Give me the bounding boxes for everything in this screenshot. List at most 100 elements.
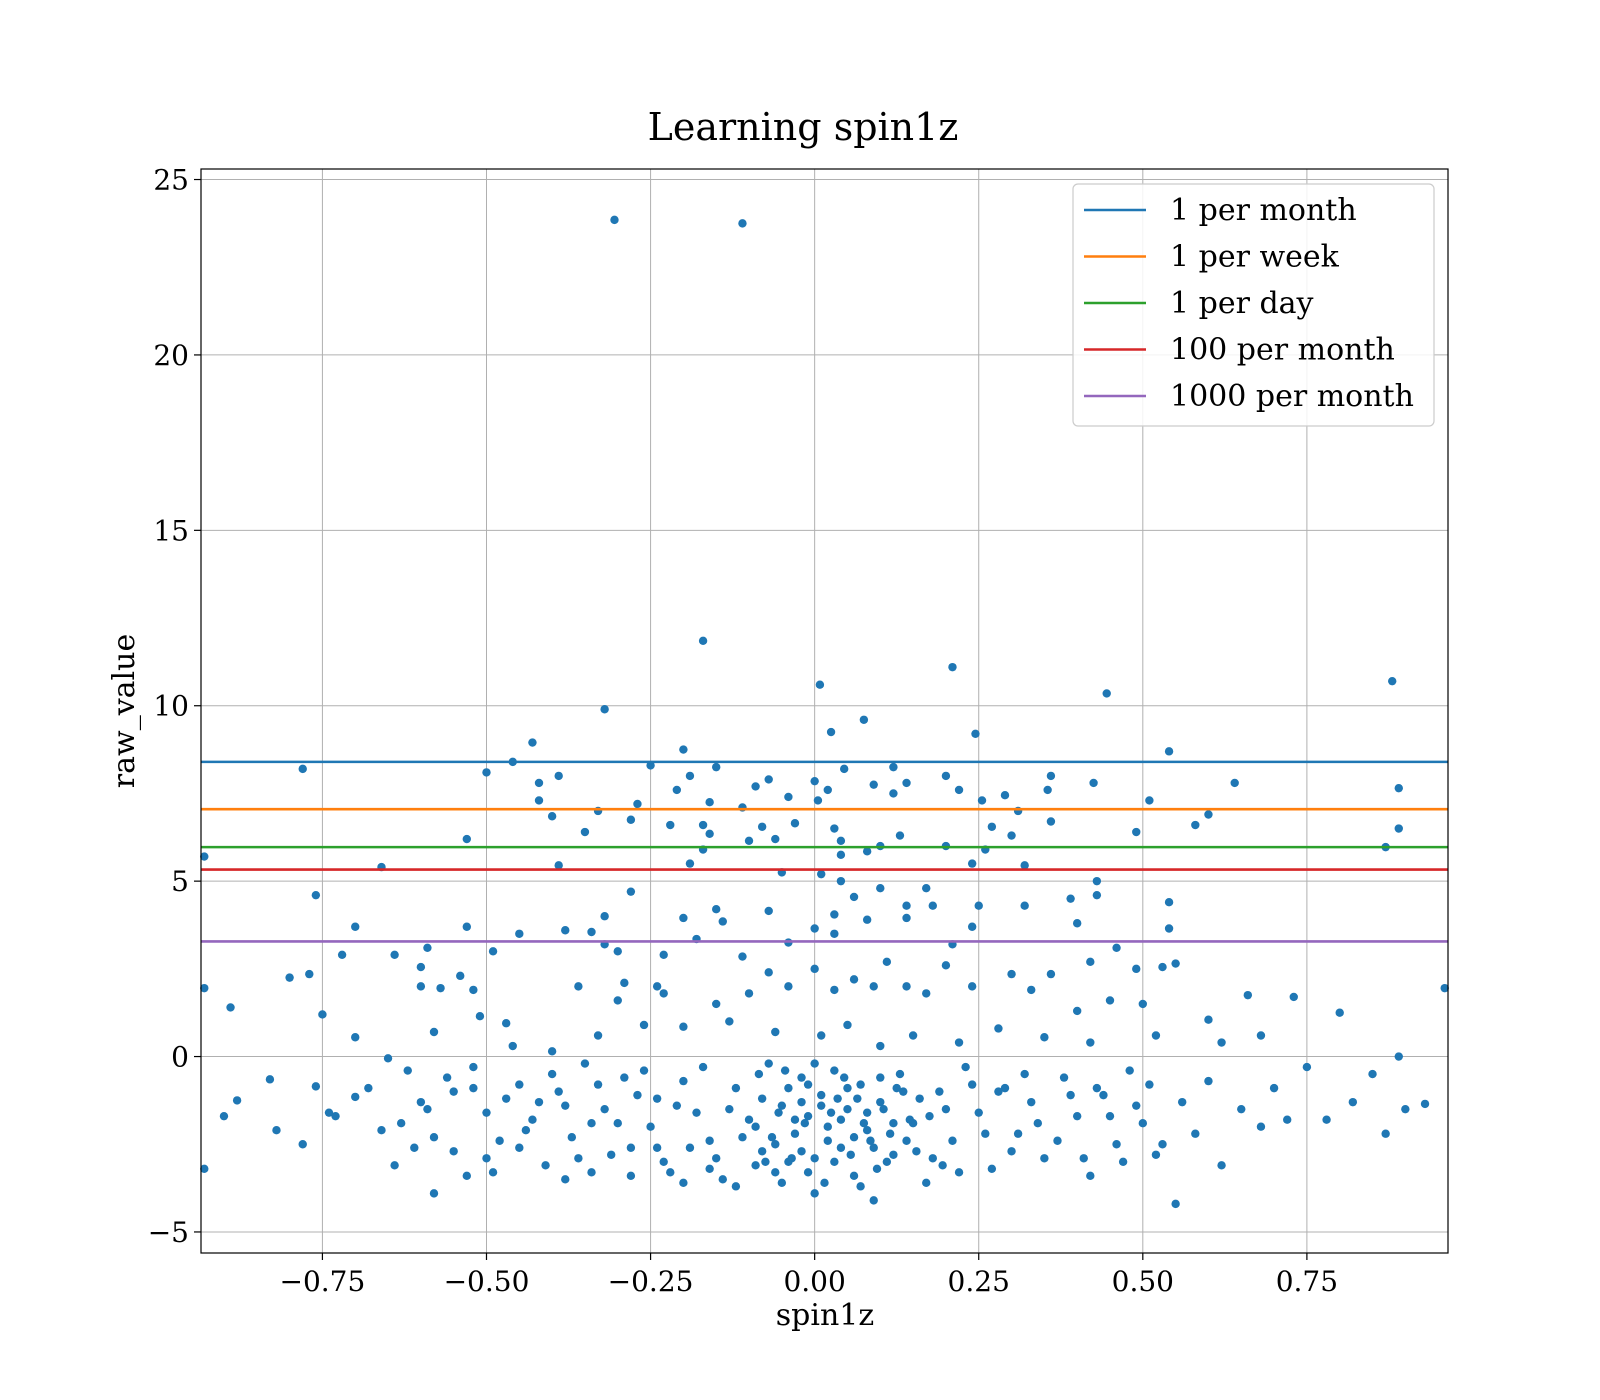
- scatter-point: [836, 1115, 846, 1124]
- scatter-point: [1440, 983, 1449, 993]
- scatter-point: [1243, 990, 1253, 1000]
- scatter-point: [813, 796, 823, 805]
- scatter-point: [869, 1143, 878, 1152]
- scatter-point: [574, 982, 583, 991]
- scatter-point: [889, 789, 898, 798]
- scatter-point: [899, 1087, 908, 1096]
- scatter-point: [580, 1059, 590, 1068]
- scatter-point: [600, 912, 609, 921]
- scatter-point: [876, 1073, 885, 1082]
- scatter-point: [685, 1143, 695, 1152]
- scatter-point: [685, 859, 695, 868]
- scatter-point: [501, 1094, 511, 1103]
- scatter-point: [954, 785, 964, 795]
- scatter-point: [1171, 1199, 1180, 1209]
- scatter-point: [324, 1108, 334, 1117]
- scatter-point: [672, 1101, 682, 1110]
- scatter-point: [954, 1168, 964, 1177]
- scatter-point: [659, 950, 668, 960]
- y-axis-label: raw_value: [107, 634, 142, 788]
- scatter-point: [1040, 1033, 1049, 1042]
- scatter-point: [994, 1024, 1003, 1033]
- scatter-point: [754, 1069, 764, 1079]
- scatter-point: [784, 982, 793, 991]
- scatter-point: [948, 1136, 957, 1145]
- scatter-point: [1027, 985, 1036, 995]
- y-axis-ticks: −5 0 5 10 15 20 25: [148, 164, 201, 1249]
- x-tick-label: −0.50: [444, 1265, 530, 1298]
- scatter-point: [718, 1175, 727, 1184]
- scatter-point: [1046, 969, 1056, 979]
- scatter-point: [1145, 796, 1154, 805]
- scatter-point: [862, 915, 872, 924]
- scatter-point: [547, 1069, 557, 1079]
- scatter-point: [613, 1119, 622, 1128]
- x-tick-label: 0.25: [948, 1265, 1010, 1298]
- scatter-point: [1020, 901, 1029, 910]
- y-tick-label: 0: [171, 1041, 189, 1074]
- scatter-point: [587, 927, 596, 937]
- scatter-point: [561, 1175, 570, 1184]
- scatter-point: [843, 1104, 852, 1114]
- scatter-point: [925, 1111, 934, 1121]
- scatter-point: [1072, 1111, 1082, 1121]
- scatter-point: [869, 1196, 878, 1205]
- scatter-point: [948, 662, 957, 672]
- scatter-point: [830, 910, 839, 919]
- scatter-point: [580, 827, 590, 837]
- scatter-point: [790, 819, 800, 828]
- scatter-point: [528, 738, 537, 747]
- scatter-point: [1217, 1161, 1226, 1170]
- scatter-point: [810, 924, 819, 933]
- scatter-point: [1066, 1090, 1075, 1100]
- scatter-point: [1027, 1097, 1036, 1107]
- scatter-point: [895, 831, 905, 840]
- scatter-point: [1191, 1129, 1200, 1138]
- scatter-point: [1086, 1038, 1095, 1047]
- scatter-point: [1020, 861, 1029, 870]
- legend-label: 1 per month: [1170, 193, 1357, 228]
- scatter-point: [938, 1161, 947, 1170]
- x-tick-label: −0.25: [608, 1265, 694, 1298]
- scatter-point: [1283, 1115, 1292, 1124]
- scatter-point: [698, 820, 708, 830]
- scatter-point: [935, 1087, 944, 1096]
- scatter-point: [823, 1136, 832, 1145]
- scatter-point: [771, 834, 780, 844]
- scatter-point: [547, 1047, 557, 1056]
- scatter-point: [751, 1122, 760, 1131]
- scatter-point: [712, 1154, 721, 1163]
- scatter-point: [830, 985, 839, 995]
- scatter-point: [1059, 1073, 1069, 1082]
- scatter-point: [1007, 831, 1016, 840]
- x-axis-label: spin1z: [776, 1298, 874, 1333]
- scatter-point: [1092, 1083, 1102, 1093]
- scatter-point: [200, 1164, 209, 1174]
- scatter-point: [482, 1154, 491, 1163]
- legend-label: 1 per week: [1170, 240, 1340, 275]
- scatter-point: [738, 1133, 747, 1142]
- scatter-point: [626, 815, 636, 824]
- scatter-point: [810, 1154, 819, 1163]
- scatter-point: [1132, 964, 1141, 974]
- scatter-point: [659, 1157, 668, 1166]
- scatter-point: [298, 764, 307, 774]
- scatter-point: [285, 973, 294, 982]
- scatter-point: [1388, 676, 1397, 686]
- scatter-point: [1086, 1171, 1095, 1181]
- scatter-point: [817, 1101, 826, 1110]
- scatter-point: [692, 1108, 701, 1117]
- scatter-point: [600, 1104, 609, 1114]
- scatter-point: [849, 1171, 859, 1181]
- scatter-point: [449, 1087, 458, 1096]
- scatter-point: [396, 1119, 406, 1128]
- scatter-point: [547, 812, 557, 821]
- scatter-point: [826, 727, 836, 737]
- scatter-point: [849, 892, 859, 902]
- scatter-point: [856, 1080, 865, 1089]
- scatter-point: [928, 1154, 937, 1163]
- scatter-point: [331, 1111, 340, 1121]
- scatter-point: [1269, 1083, 1279, 1093]
- scatter-point: [672, 785, 682, 795]
- scatter-point: [679, 913, 688, 923]
